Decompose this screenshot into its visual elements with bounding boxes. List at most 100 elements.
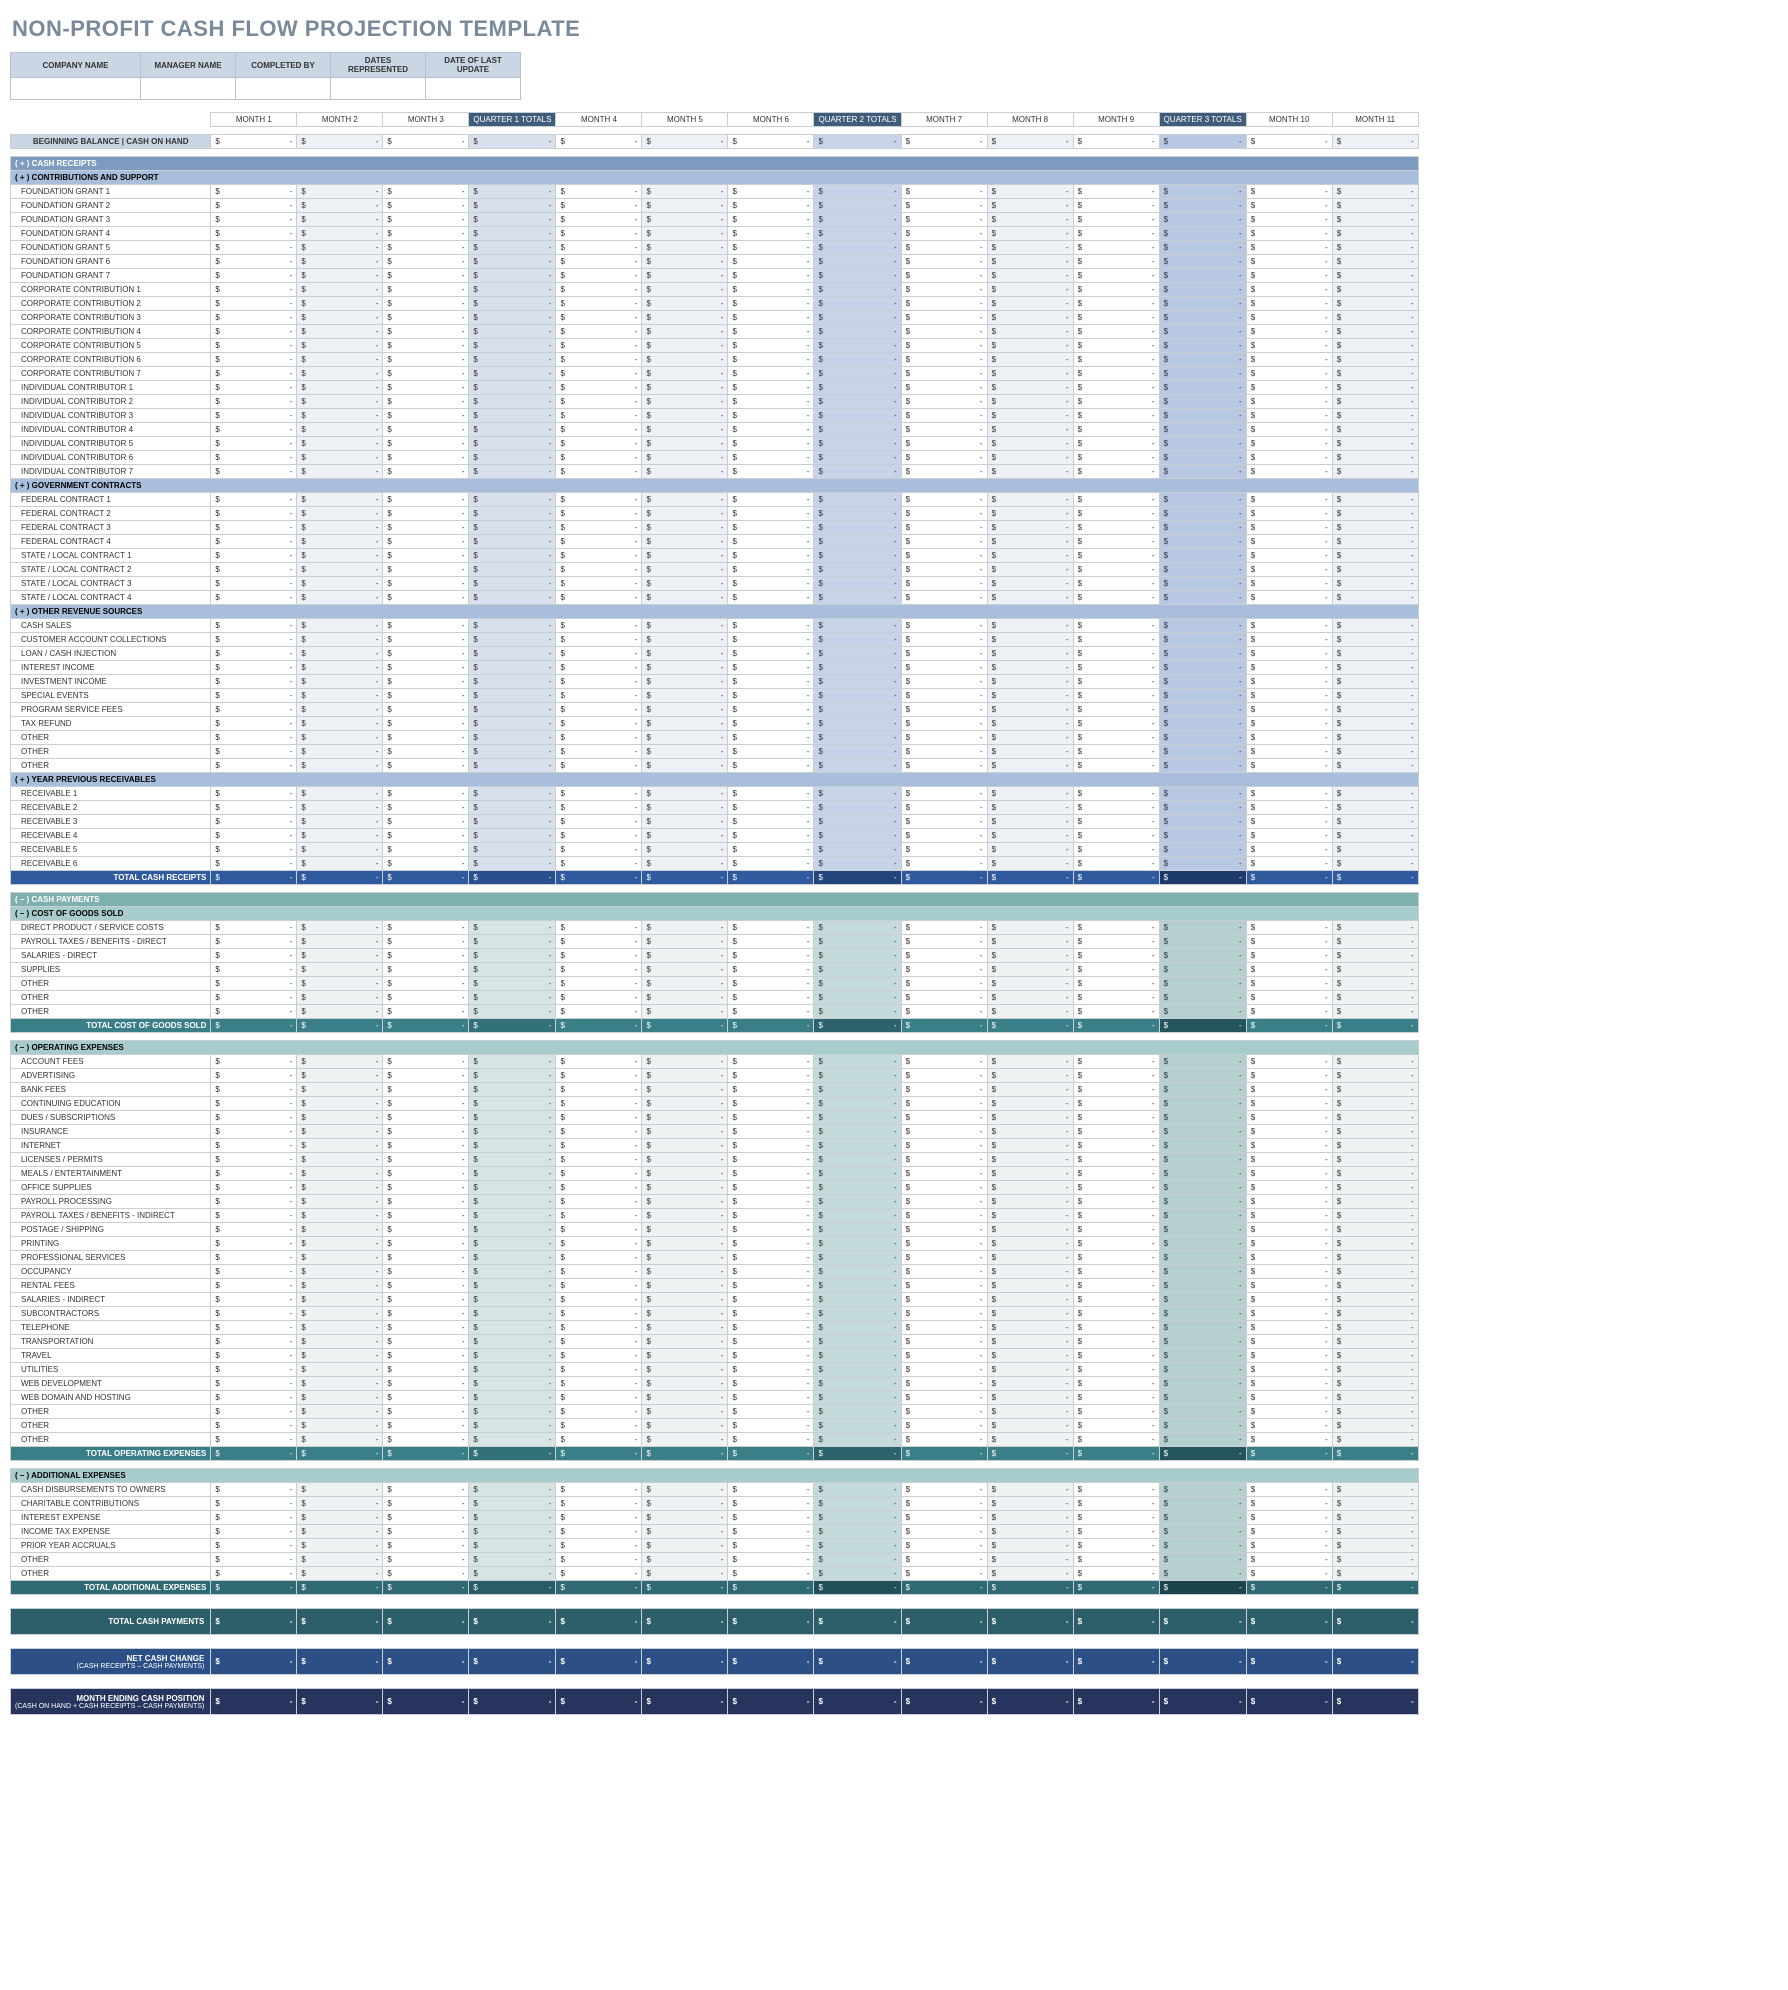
- value-cell[interactable]: $-: [469, 577, 556, 591]
- value-cell[interactable]: $-: [814, 1321, 901, 1335]
- value-cell[interactable]: $-: [1073, 549, 1159, 563]
- value-cell[interactable]: $-: [1073, 339, 1159, 353]
- value-cell[interactable]: $-: [297, 325, 383, 339]
- value-cell[interactable]: $-: [1073, 213, 1159, 227]
- value-cell[interactable]: $-: [297, 1553, 383, 1567]
- value-cell[interactable]: $-: [642, 1335, 728, 1349]
- value-cell[interactable]: $-: [642, 325, 728, 339]
- value-cell[interactable]: $-: [1159, 1251, 1246, 1265]
- value-cell[interactable]: $-: [297, 135, 383, 149]
- value-cell[interactable]: $-: [1246, 1153, 1332, 1167]
- value-cell[interactable]: $-: [1159, 451, 1246, 465]
- value-cell[interactable]: $-: [814, 963, 901, 977]
- value-cell[interactable]: $-: [901, 535, 987, 549]
- value-cell[interactable]: $-: [469, 1195, 556, 1209]
- value-cell[interactable]: $-: [1159, 563, 1246, 577]
- value-cell[interactable]: $-: [728, 367, 814, 381]
- value-cell[interactable]: $-: [1159, 1139, 1246, 1153]
- value-cell[interactable]: $-: [901, 395, 987, 409]
- value-cell[interactable]: $-: [297, 535, 383, 549]
- value-cell[interactable]: $-: [642, 731, 728, 745]
- value-cell[interactable]: $-: [987, 977, 1073, 991]
- value-cell[interactable]: $-: [814, 381, 901, 395]
- value-cell[interactable]: $-: [297, 577, 383, 591]
- value-cell[interactable]: $-: [814, 535, 901, 549]
- value-cell[interactable]: $-: [1332, 745, 1418, 759]
- value-cell[interactable]: $-: [987, 921, 1073, 935]
- value-cell[interactable]: $-: [642, 935, 728, 949]
- value-cell[interactable]: $-: [901, 493, 987, 507]
- value-cell[interactable]: $-: [642, 815, 728, 829]
- value-cell[interactable]: $-: [987, 269, 1073, 283]
- value-cell[interactable]: $-: [728, 1209, 814, 1223]
- value-cell[interactable]: $-: [901, 283, 987, 297]
- value-cell[interactable]: $-: [556, 1237, 642, 1251]
- value-cell[interactable]: $-: [728, 935, 814, 949]
- value-cell[interactable]: $-: [211, 1083, 297, 1097]
- value-cell[interactable]: $-: [814, 675, 901, 689]
- value-cell[interactable]: $-: [814, 801, 901, 815]
- value-cell[interactable]: $-: [1159, 1321, 1246, 1335]
- value-cell[interactable]: $-: [211, 255, 297, 269]
- value-cell[interactable]: $-: [1246, 1055, 1332, 1069]
- value-cell[interactable]: $-: [987, 1237, 1073, 1251]
- value-cell[interactable]: $-: [383, 1363, 469, 1377]
- meta-cell[interactable]: [11, 78, 141, 100]
- value-cell[interactable]: $-: [211, 1363, 297, 1377]
- value-cell[interactable]: $-: [469, 1181, 556, 1195]
- value-cell[interactable]: $-: [1246, 1181, 1332, 1195]
- value-cell[interactable]: $-: [1246, 1005, 1332, 1019]
- value-cell[interactable]: $-: [987, 1069, 1073, 1083]
- value-cell[interactable]: $-: [1332, 241, 1418, 255]
- value-cell[interactable]: $-: [642, 1483, 728, 1497]
- value-cell[interactable]: $-: [556, 227, 642, 241]
- value-cell[interactable]: $-: [901, 647, 987, 661]
- value-cell[interactable]: $-: [728, 297, 814, 311]
- value-cell[interactable]: $-: [814, 409, 901, 423]
- value-cell[interactable]: $-: [556, 199, 642, 213]
- value-cell[interactable]: $-: [728, 1553, 814, 1567]
- value-cell[interactable]: $-: [1073, 1237, 1159, 1251]
- value-cell[interactable]: $-: [383, 297, 469, 311]
- value-cell[interactable]: $-: [1073, 1265, 1159, 1279]
- value-cell[interactable]: $-: [814, 185, 901, 199]
- value-cell[interactable]: $-: [1332, 1083, 1418, 1097]
- value-cell[interactable]: $-: [728, 311, 814, 325]
- value-cell[interactable]: $-: [211, 135, 297, 149]
- value-cell[interactable]: $-: [556, 619, 642, 633]
- value-cell[interactable]: $-: [1246, 241, 1332, 255]
- value-cell[interactable]: $-: [1073, 227, 1159, 241]
- value-cell[interactable]: $-: [1159, 717, 1246, 731]
- value-cell[interactable]: $-: [297, 1405, 383, 1419]
- value-cell[interactable]: $-: [1246, 465, 1332, 479]
- value-cell[interactable]: $-: [642, 185, 728, 199]
- value-cell[interactable]: $-: [642, 675, 728, 689]
- value-cell[interactable]: $-: [556, 451, 642, 465]
- value-cell[interactable]: $-: [642, 1139, 728, 1153]
- value-cell[interactable]: $-: [987, 949, 1073, 963]
- value-cell[interactable]: $-: [211, 1539, 297, 1553]
- value-cell[interactable]: $-: [383, 1083, 469, 1097]
- value-cell[interactable]: $-: [1332, 353, 1418, 367]
- value-cell[interactable]: $-: [297, 759, 383, 773]
- value-cell[interactable]: $-: [814, 465, 901, 479]
- value-cell[interactable]: $-: [469, 1363, 556, 1377]
- value-cell[interactable]: $-: [469, 815, 556, 829]
- value-cell[interactable]: $-: [1246, 949, 1332, 963]
- value-cell[interactable]: $-: [901, 381, 987, 395]
- value-cell[interactable]: $-: [814, 1553, 901, 1567]
- value-cell[interactable]: $-: [1332, 269, 1418, 283]
- value-cell[interactable]: $-: [469, 283, 556, 297]
- value-cell[interactable]: $-: [1332, 135, 1418, 149]
- value-cell[interactable]: $-: [297, 801, 383, 815]
- value-cell[interactable]: $-: [1332, 199, 1418, 213]
- value-cell[interactable]: $-: [297, 1483, 383, 1497]
- value-cell[interactable]: $-: [383, 745, 469, 759]
- value-cell[interactable]: $-: [383, 1419, 469, 1433]
- value-cell[interactable]: $-: [297, 339, 383, 353]
- value-cell[interactable]: $-: [642, 661, 728, 675]
- value-cell[interactable]: $-: [901, 465, 987, 479]
- value-cell[interactable]: $-: [642, 1069, 728, 1083]
- value-cell[interactable]: $-: [469, 381, 556, 395]
- value-cell[interactable]: $-: [814, 633, 901, 647]
